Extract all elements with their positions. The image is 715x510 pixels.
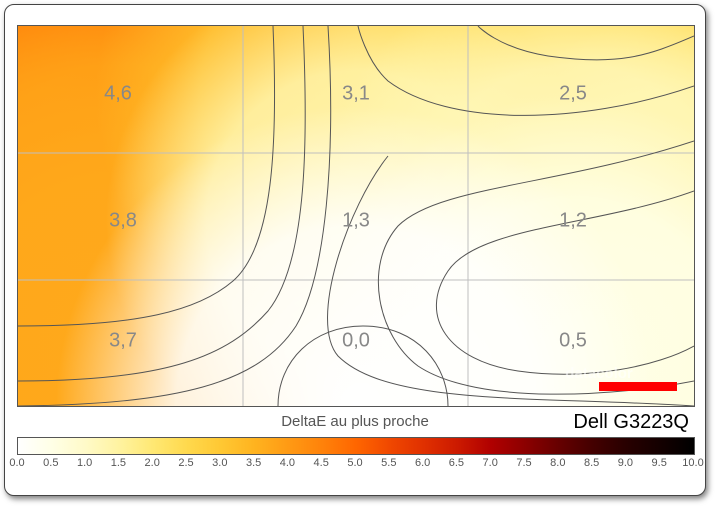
scale-tick: 9.5 bbox=[652, 457, 667, 469]
scale-tick: 5.0 bbox=[347, 457, 362, 469]
scale-tick: 7.0 bbox=[483, 457, 498, 469]
uniformity-card: 4,6 3,1 2,5 3,8 1,3 1,2 3,7 0,0 0,5 datacolor Del… bbox=[4, 4, 706, 496]
scale-tick: 6.0 bbox=[415, 457, 430, 469]
scale-tick: 9.0 bbox=[618, 457, 633, 469]
scale-tick: 7.5 bbox=[516, 457, 531, 469]
scale-tick: 2.5 bbox=[178, 457, 193, 469]
scale-tick-row: 0.00.51.01.52.02.53.03.54.04.55.05.56.06… bbox=[17, 455, 693, 473]
measurement-label: 1,3 bbox=[342, 209, 370, 231]
heatmap-plot: 4,6 3,1 2,5 3,8 1,3 1,2 3,7 0,0 0,5 datacolor bbox=[17, 25, 695, 407]
scale-tick: 5.5 bbox=[381, 457, 396, 469]
scale-gradient-bar bbox=[17, 437, 695, 455]
measurement-label: 2,5 bbox=[559, 82, 587, 104]
model-name: Dell G3223Q bbox=[573, 411, 689, 434]
scale-tick: 4.0 bbox=[280, 457, 295, 469]
scale-tick: 1.5 bbox=[111, 457, 126, 469]
color-scale: 0.00.51.01.52.02.53.03.54.04.55.05.56.06… bbox=[17, 437, 693, 473]
scale-tick: 6.5 bbox=[449, 457, 464, 469]
scale-tick: 2.0 bbox=[145, 457, 160, 469]
measurement-label: 1,2 bbox=[559, 209, 587, 231]
scale-tick: 8.0 bbox=[550, 457, 565, 469]
scale-tick: 0.5 bbox=[43, 457, 58, 469]
watermark-bar bbox=[599, 382, 677, 391]
scale-tick: 3.0 bbox=[212, 457, 227, 469]
scale-tick: 1.0 bbox=[77, 457, 92, 469]
label-row: DeltaE au plus proche Dell G3223Q bbox=[17, 413, 693, 435]
scale-tick: 8.5 bbox=[584, 457, 599, 469]
watermark-text: datacolor bbox=[565, 365, 633, 382]
scale-tick: 4.5 bbox=[314, 457, 329, 469]
measurement-label: 3,1 bbox=[342, 82, 370, 104]
measurement-label: 3,7 bbox=[109, 329, 137, 351]
scale-tick: 0.0 bbox=[9, 457, 24, 469]
measurement-label: 0,0 bbox=[342, 329, 370, 351]
scale-tick: 3.5 bbox=[246, 457, 261, 469]
measurement-label: 0,5 bbox=[559, 329, 587, 351]
measurement-label: 4,6 bbox=[104, 82, 132, 104]
measurement-label: 3,8 bbox=[109, 209, 137, 231]
scale-tick: 10.0 bbox=[682, 457, 703, 469]
